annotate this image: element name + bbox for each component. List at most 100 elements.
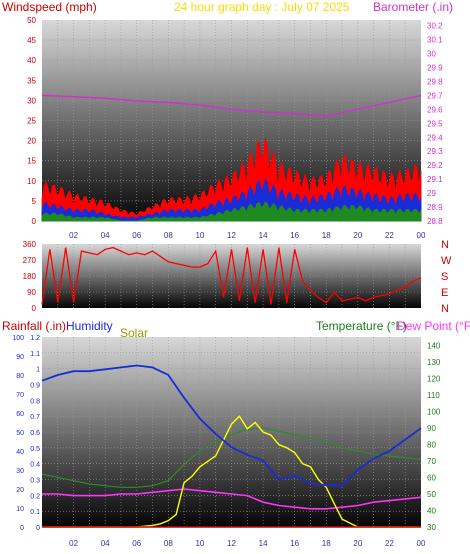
- y2-tick-label: 29: [427, 189, 436, 198]
- temp-tick-label: 90: [427, 424, 436, 433]
- rain-tick-label: 0: [36, 525, 40, 532]
- x-tick-label: 18: [322, 539, 331, 548]
- y-tick-label: 20: [27, 137, 36, 146]
- y2-tick-label: 29.4: [427, 133, 443, 142]
- x-tick-label: 20: [353, 539, 362, 548]
- rain-tick-label: 0.8: [30, 398, 40, 405]
- rain-tick-label: 0.1: [30, 509, 40, 516]
- humidity-tick-label: 20: [16, 487, 24, 494]
- y2-tick-label: 29.6: [427, 105, 443, 114]
- x-tick-label: 04: [101, 231, 110, 240]
- humidity-tick-label: 80: [16, 373, 24, 380]
- temp-tick-label: 140: [427, 341, 441, 350]
- solar-axis-title: Solar: [120, 326, 149, 340]
- y-tick-label: 35: [27, 76, 36, 85]
- x-tick-label: 10: [195, 231, 204, 240]
- temp-tick-label: 60: [427, 473, 436, 482]
- humidity-tick-label: 60: [16, 411, 24, 418]
- temp-tick-label: 110: [427, 391, 440, 400]
- rainfall-axis-title: Rainfall (.in): [2, 319, 67, 333]
- y2-tick-label: 29.5: [427, 119, 443, 128]
- rain-tick-label: 1: [36, 367, 40, 374]
- humidity-tick-label: 10: [16, 506, 24, 513]
- windspeed-axis-title: Windspeed (mph): [2, 0, 97, 14]
- x-tick-label: 12: [227, 539, 236, 548]
- humidity-tick-label: 70: [16, 392, 24, 399]
- rain-tick-label: 0.2: [30, 493, 40, 500]
- x-tick-label: 16: [290, 231, 299, 240]
- y2-tick-label: 29.2: [427, 161, 443, 170]
- rain-tick-label: 0.6: [30, 430, 40, 437]
- low-wind-area: [41, 201, 422, 222]
- y-tick-label: 90: [27, 288, 36, 297]
- humidity-line: [41, 364, 422, 487]
- y2-tick-label: 30.1: [427, 36, 443, 45]
- y-tick-label: 360: [23, 240, 37, 249]
- temperature-axis-title: Temperature (°F): [316, 319, 407, 333]
- barometer-axis-title: Barometer (.in): [373, 0, 454, 14]
- wind-direction-line: [41, 246, 422, 305]
- x-tick-label: 06: [132, 231, 141, 240]
- x-tick-label: 18: [322, 231, 331, 240]
- rain-tick-label: 0.5: [30, 446, 40, 453]
- x-tick-label: 14: [259, 539, 268, 548]
- avg-wind-area: [41, 178, 422, 222]
- x-tick-label: 08: [164, 539, 173, 548]
- temp-tick-label: 30: [427, 523, 436, 532]
- y2-tick-label: 28.8: [427, 217, 443, 226]
- x-tick-label: 08: [164, 231, 173, 240]
- rain-tick-label: 1.2: [30, 335, 40, 342]
- y-tick-label: 270: [23, 256, 37, 265]
- y-tick-label: 0: [32, 304, 37, 313]
- temp-tick-label: 40: [427, 506, 436, 515]
- y-tick-label: 180: [23, 272, 37, 281]
- rain-tick-label: 0.9: [30, 383, 40, 390]
- graph-title: 24 hour graph day : July 07 2025: [174, 0, 350, 14]
- temp-tick-label: 130: [427, 358, 441, 367]
- compass-label: S: [441, 271, 448, 283]
- x-tick-label: 12: [227, 231, 236, 240]
- x-tick-label: 06: [132, 539, 141, 548]
- temp-tick-label: 50: [427, 490, 436, 499]
- x-tick-label: 00: [417, 231, 426, 240]
- y2-tick-label: 29.3: [427, 147, 443, 156]
- rain-tick-label: 0.3: [30, 478, 40, 485]
- y-tick-label: 10: [27, 177, 36, 186]
- y2-tick-label: 29.1: [427, 175, 443, 184]
- barometer-line: [41, 94, 422, 118]
- x-tick-label: 10: [195, 539, 204, 548]
- y2-tick-label: 29.7: [427, 91, 443, 100]
- x-tick-label: 16: [290, 539, 299, 548]
- humidity-tick-label: 40: [16, 449, 24, 456]
- temp-tick-label: 80: [427, 440, 436, 449]
- temp-tick-label: 120: [427, 374, 441, 383]
- x-tick-label: 20: [353, 231, 362, 240]
- x-tick-label: 02: [69, 539, 78, 548]
- y-tick-label: 5: [32, 197, 37, 206]
- y-tick-label: 0: [32, 217, 37, 226]
- humidity-tick-label: 0: [20, 525, 24, 532]
- humidity-tick-label: 90: [16, 354, 24, 361]
- compass-label: N: [441, 303, 449, 315]
- y-tick-label: 40: [27, 56, 36, 65]
- y2-tick-label: 29.9: [427, 63, 443, 72]
- y2-tick-label: 28.9: [427, 203, 443, 212]
- dewpoint-line: [42, 488, 422, 510]
- y2-tick-label: 30: [427, 50, 436, 59]
- humidity-tick-label: 50: [16, 430, 24, 437]
- rain-tick-label: 0.4: [30, 462, 40, 469]
- humidity-tick-label: 30: [16, 468, 24, 475]
- y2-tick-label: 29.8: [427, 77, 443, 86]
- humidity-axis-title: Humidity: [66, 319, 113, 333]
- temperature-line: [41, 427, 422, 488]
- y-tick-label: 45: [27, 36, 36, 45]
- y-tick-label: 25: [27, 117, 36, 126]
- humidity-tick-label: 100: [12, 335, 24, 342]
- compass-label: W: [441, 255, 452, 267]
- dewpoint-axis-title: Dew Point (°F): [397, 319, 470, 333]
- x-tick-label: 02: [69, 231, 78, 240]
- temp-tick-label: 100: [427, 407, 441, 416]
- temp-tick-label: 70: [427, 457, 436, 466]
- x-tick-label: 22: [385, 539, 394, 548]
